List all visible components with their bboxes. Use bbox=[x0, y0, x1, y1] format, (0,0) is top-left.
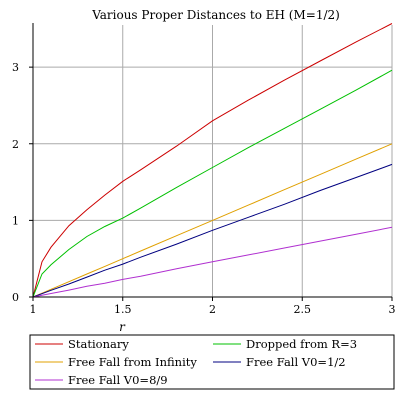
series-line-5 bbox=[32, 226, 393, 298]
legend-label: Free Fall V0=8/9 bbox=[68, 373, 168, 387]
x-tick-label: 2 bbox=[209, 303, 216, 316]
legend-box bbox=[29, 334, 395, 390]
x-axis-label: r bbox=[119, 320, 126, 334]
legend: Stationary Dropped from R=3 Free Fall from… bbox=[29, 334, 395, 390]
series-line-1 bbox=[32, 23, 393, 298]
legend-label: Stationary bbox=[68, 337, 129, 351]
y-tick-label: 2 bbox=[12, 138, 19, 151]
legend-label: Free Fall from Infinity bbox=[68, 355, 197, 369]
x-tick-label: 1 bbox=[30, 303, 37, 316]
y-tick-label: 1 bbox=[12, 214, 19, 227]
x-tick-label: 1.5 bbox=[114, 303, 132, 316]
series-line-2 bbox=[32, 69, 393, 298]
y-tick-label: 0 bbox=[12, 291, 19, 304]
series-group bbox=[32, 23, 393, 298]
legend-label: Free Fall V0=1/2 bbox=[246, 355, 346, 369]
chart-title: Various Proper Distances to EH (M=1/2) bbox=[91, 8, 340, 22]
series-line-4 bbox=[32, 163, 393, 298]
series-line-3 bbox=[32, 143, 393, 298]
x-tick-label: 2.5 bbox=[294, 303, 312, 316]
grid bbox=[33, 25, 393, 297]
legend-label: Dropped from R=3 bbox=[246, 337, 357, 351]
y-tick-label: 3 bbox=[12, 61, 19, 74]
x-tick-label: 3 bbox=[389, 303, 396, 316]
